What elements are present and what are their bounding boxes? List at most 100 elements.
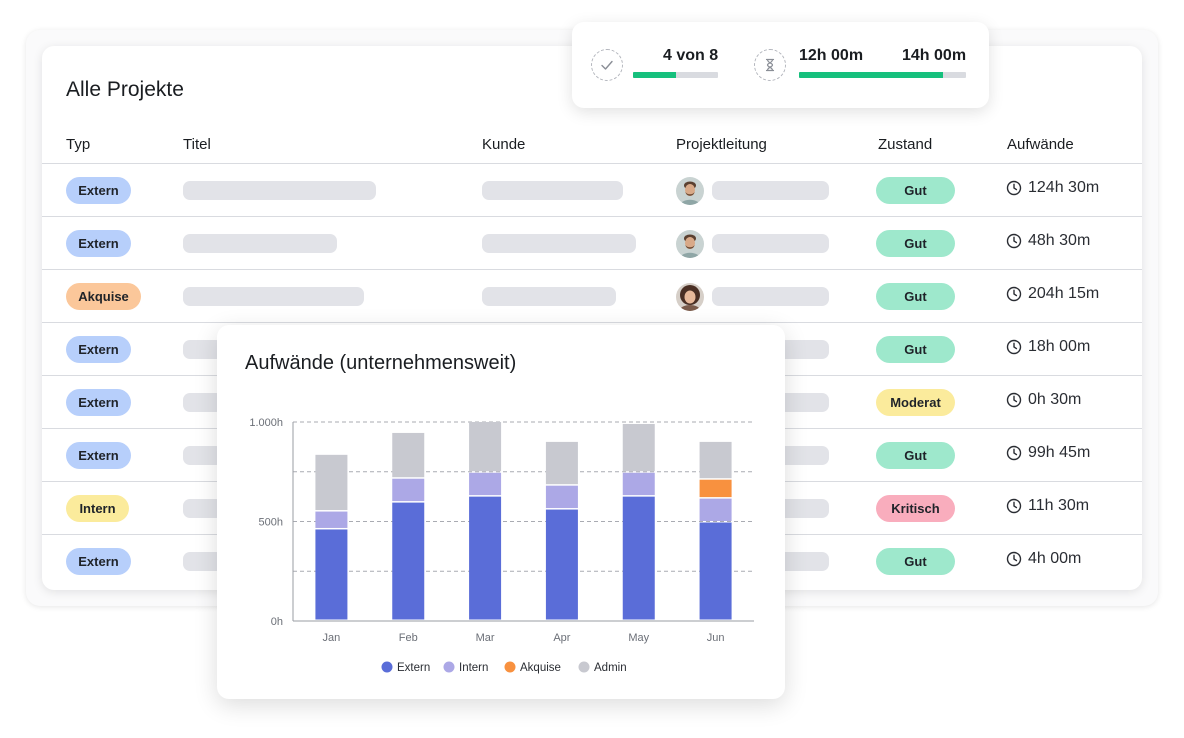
table-row[interactable]: Extern Gut 124h 30m: [42, 164, 1142, 217]
effort-value: 4h 00m: [1028, 550, 1082, 567]
effort-cell: 4h 00m: [1006, 550, 1081, 568]
type-badge: Extern: [66, 177, 131, 204]
effort-cell: 0h 30m: [1006, 391, 1081, 409]
bar-intern: [315, 511, 348, 528]
type-badge: Intern: [66, 495, 129, 522]
effort-chart: 0h 500h 1.000h Jan Feb Mar Apr May Jun Extern Inte…: [249, 417, 754, 674]
effort-cell: 48h 30m: [1006, 232, 1090, 250]
bar-admin: [469, 422, 502, 472]
x-tick-label: Jan: [323, 632, 341, 644]
legend-label-intern: Intern: [459, 662, 488, 674]
status-badge: Gut: [876, 336, 955, 363]
time-budget: 14h 00m: [902, 47, 967, 64]
title-placeholder: [183, 393, 223, 412]
column-header-projektleitung[interactable]: Projektleitung: [676, 136, 767, 153]
clock-icon: [1006, 445, 1022, 461]
column-header-kunde[interactable]: Kunde: [482, 136, 526, 153]
type-badge: Akquise: [66, 283, 141, 310]
table-row[interactable]: Akquise Gut 204h 15m: [42, 270, 1142, 323]
bar-intern: [392, 478, 425, 502]
y-tick-label: 0h: [271, 616, 283, 628]
table-row[interactable]: Extern Gut 48h 30m: [42, 217, 1142, 270]
status-badge: Gut: [876, 442, 955, 469]
effort-value: 204h 15m: [1028, 285, 1100, 302]
lead-placeholder: [712, 287, 829, 306]
clock-icon: [1006, 392, 1022, 408]
bar-akquise: [699, 479, 732, 498]
legend-label-extern: Extern: [397, 662, 430, 674]
y-tick-label: 500h: [259, 517, 283, 529]
type-badge: Extern: [66, 389, 131, 416]
status-badge: Moderat: [876, 389, 955, 416]
x-tick-label: Jun: [707, 632, 725, 644]
table-row[interactable]: Extern Gut 18h 00m: [42, 323, 1142, 376]
bar-extern: [622, 496, 655, 620]
bar-admin: [392, 432, 425, 478]
bar-extern: [545, 509, 578, 620]
avatar: [676, 283, 704, 311]
effort-value: 124h 30m: [1028, 179, 1100, 196]
effort-value: 11h 30m: [1028, 497, 1090, 514]
bar-admin: [699, 441, 732, 479]
check-icon: [591, 49, 623, 81]
stats-card: 4 von 8 12h 00m 14h 00m: [572, 22, 989, 108]
bar-intern: [622, 472, 655, 496]
clock-icon: [1006, 498, 1022, 514]
bar-extern: [392, 502, 425, 620]
bar-extern: [699, 522, 732, 620]
avatar: [676, 177, 704, 205]
lead-placeholder: [712, 181, 829, 200]
clock-icon: [1006, 551, 1022, 567]
effort-chart-card: Aufwände (unternehmensweit) 0h 500h 1.000h…: [217, 325, 785, 699]
x-tick-label: Mar: [476, 632, 495, 644]
type-badge: Extern: [66, 336, 131, 363]
legend-label-admin: Admin: [594, 662, 627, 674]
column-header-zustand[interactable]: Zustand: [878, 136, 933, 153]
effort-cell: 99h 45m: [1006, 444, 1090, 462]
time-progress-bar: [799, 72, 966, 78]
y-tick-label: 1.000h: [249, 417, 283, 429]
title-placeholder: [183, 499, 223, 518]
bar-intern: [545, 485, 578, 509]
bar-admin: [622, 423, 655, 472]
effort-value: 0h 30m: [1028, 391, 1082, 408]
tasks-progress-fill: [633, 72, 676, 78]
bar-extern: [469, 496, 502, 620]
tasks-progress-bar: [633, 72, 718, 78]
column-header-titel[interactable]: Titel: [183, 136, 211, 153]
status-badge: Kritisch: [876, 495, 955, 522]
status-badge: Gut: [876, 548, 955, 575]
column-header-aufwaende[interactable]: Aufwände: [1007, 136, 1074, 153]
type-badge: Extern: [66, 548, 131, 575]
hourglass-icon: [754, 49, 786, 81]
bar-admin: [315, 454, 348, 511]
clock-icon: [1006, 180, 1022, 196]
title-placeholder: [183, 234, 337, 253]
table-header: Typ Titel Kunde Projektleitung Zustand A…: [42, 130, 1142, 164]
clock-icon: [1006, 286, 1022, 302]
legend-swatch-extern: [381, 661, 393, 673]
chart-title: Aufwände (unternehmensweit): [245, 352, 517, 374]
legend-label-akquise: Akquise: [520, 662, 561, 674]
title-placeholder: [183, 552, 223, 571]
x-tick-label: Apr: [553, 632, 570, 644]
bar-intern: [699, 498, 732, 521]
x-tick-label: Feb: [399, 632, 418, 644]
customer-placeholder: [482, 234, 636, 253]
title-placeholder: [183, 287, 364, 306]
column-header-typ[interactable]: Typ: [66, 136, 91, 153]
bar-intern: [469, 472, 502, 496]
bar-admin: [545, 441, 578, 485]
clock-icon: [1006, 339, 1022, 355]
effort-cell: 18h 00m: [1006, 338, 1090, 356]
effort-value: 99h 45m: [1028, 444, 1091, 461]
effort-cell: 204h 15m: [1006, 285, 1099, 303]
title-placeholder: [183, 340, 223, 359]
clock-icon: [1006, 233, 1022, 249]
customer-placeholder: [482, 287, 616, 306]
avatar: [676, 230, 704, 258]
tasks-count: 4 von 8: [663, 47, 719, 64]
effort-cell: 11h 30m: [1006, 497, 1089, 515]
page-title: Alle Projekte: [66, 78, 184, 101]
legend-swatch-intern: [443, 661, 455, 673]
